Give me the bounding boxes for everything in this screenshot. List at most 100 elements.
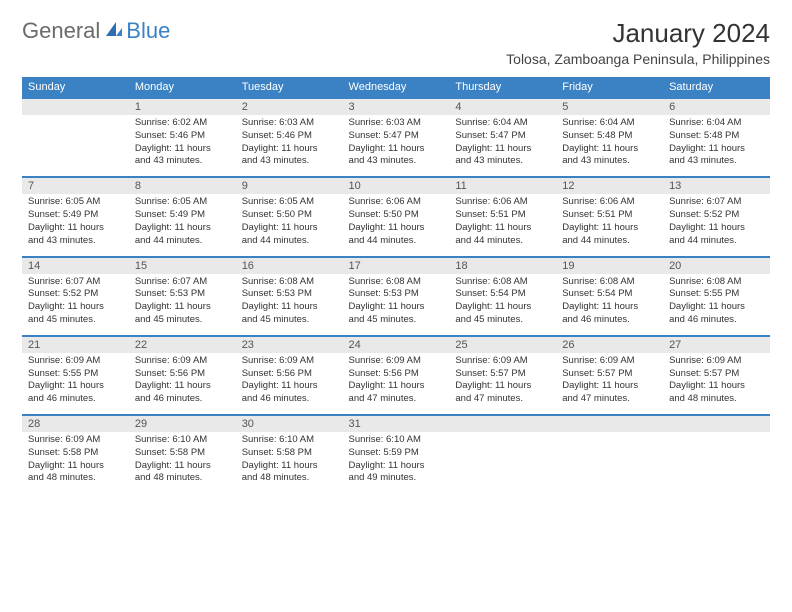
day-detail: Sunrise: 6:09 AMSunset: 5:56 PMDaylight:… — [129, 353, 236, 415]
detail-line: and 43 minutes. — [669, 155, 764, 168]
day-detail: Sunrise: 6:04 AMSunset: 5:47 PMDaylight:… — [449, 115, 556, 177]
detail-line: Sunrise: 6:09 AM — [455, 355, 550, 368]
detail-line: Sunrise: 6:10 AM — [135, 434, 230, 447]
day-number: 25 — [449, 336, 556, 353]
day-header: Friday — [556, 77, 663, 98]
detail-line: Daylight: 11 hours — [562, 380, 657, 393]
detail-line: Sunset: 5:56 PM — [242, 368, 337, 381]
detail-line: Sunset: 5:51 PM — [562, 209, 657, 222]
day-detail: Sunrise: 6:09 AMSunset: 5:55 PMDaylight:… — [22, 353, 129, 415]
day-number: 17 — [343, 257, 450, 274]
detail-line: Sunset: 5:53 PM — [349, 288, 444, 301]
day-header: Sunday — [22, 77, 129, 98]
detail-line: Daylight: 11 hours — [242, 301, 337, 314]
day-header: Monday — [129, 77, 236, 98]
detail-line: Daylight: 11 hours — [562, 143, 657, 156]
day-number — [663, 415, 770, 432]
detail-line: Sunrise: 6:08 AM — [455, 276, 550, 289]
detail-line: Daylight: 11 hours — [669, 143, 764, 156]
day-number: 29 — [129, 415, 236, 432]
detail-line: Sunrise: 6:08 AM — [349, 276, 444, 289]
day-detail: Sunrise: 6:05 AMSunset: 5:50 PMDaylight:… — [236, 194, 343, 256]
day-number: 1 — [129, 98, 236, 115]
detail-line: and 43 minutes. — [455, 155, 550, 168]
detail-line: Daylight: 11 hours — [349, 222, 444, 235]
detail-line: and 49 minutes. — [349, 472, 444, 485]
day-detail: Sunrise: 6:09 AMSunset: 5:57 PMDaylight:… — [556, 353, 663, 415]
detail-line: Sunrise: 6:07 AM — [28, 276, 123, 289]
day-number: 30 — [236, 415, 343, 432]
day-detail: Sunrise: 6:08 AMSunset: 5:53 PMDaylight:… — [236, 274, 343, 336]
detail-line: Sunrise: 6:07 AM — [669, 196, 764, 209]
detail-line: and 48 minutes. — [669, 393, 764, 406]
detail-line: Sunrise: 6:03 AM — [349, 117, 444, 130]
day-number: 9 — [236, 177, 343, 194]
week-detail-row: Sunrise: 6:09 AMSunset: 5:58 PMDaylight:… — [22, 432, 770, 493]
detail-line: and 44 minutes. — [242, 235, 337, 248]
detail-line: Daylight: 11 hours — [455, 301, 550, 314]
day-number: 14 — [22, 257, 129, 274]
detail-line: Sunrise: 6:04 AM — [669, 117, 764, 130]
detail-line: Sunset: 5:50 PM — [242, 209, 337, 222]
logo: General Blue — [22, 18, 170, 44]
detail-line: and 46 minutes. — [562, 314, 657, 327]
day-number: 13 — [663, 177, 770, 194]
detail-line: Sunset: 5:50 PM — [349, 209, 444, 222]
detail-line: Daylight: 11 hours — [562, 222, 657, 235]
day-number: 5 — [556, 98, 663, 115]
day-detail: Sunrise: 6:09 AMSunset: 5:57 PMDaylight:… — [663, 353, 770, 415]
day-detail: Sunrise: 6:03 AMSunset: 5:47 PMDaylight:… — [343, 115, 450, 177]
day-number: 2 — [236, 98, 343, 115]
detail-line: Sunrise: 6:09 AM — [28, 355, 123, 368]
detail-line: Sunrise: 6:08 AM — [242, 276, 337, 289]
day-header: Thursday — [449, 77, 556, 98]
detail-line: Daylight: 11 hours — [28, 222, 123, 235]
detail-line: Sunrise: 6:05 AM — [28, 196, 123, 209]
detail-line: Sunset: 5:49 PM — [28, 209, 123, 222]
detail-line: Sunset: 5:52 PM — [28, 288, 123, 301]
detail-line: and 46 minutes. — [135, 393, 230, 406]
detail-line: Sunrise: 6:06 AM — [455, 196, 550, 209]
week-num-row: 28293031 — [22, 415, 770, 432]
day-detail: Sunrise: 6:02 AMSunset: 5:46 PMDaylight:… — [129, 115, 236, 177]
detail-line: Sunrise: 6:05 AM — [135, 196, 230, 209]
day-number: 21 — [22, 336, 129, 353]
detail-line: Sunset: 5:58 PM — [28, 447, 123, 460]
detail-line: Sunset: 5:47 PM — [455, 130, 550, 143]
day-header: Saturday — [663, 77, 770, 98]
detail-line: Sunset: 5:57 PM — [562, 368, 657, 381]
detail-line: Sunset: 5:55 PM — [28, 368, 123, 381]
detail-line: Sunrise: 6:06 AM — [562, 196, 657, 209]
day-number: 27 — [663, 336, 770, 353]
day-detail: Sunrise: 6:03 AMSunset: 5:46 PMDaylight:… — [236, 115, 343, 177]
detail-line: Daylight: 11 hours — [135, 380, 230, 393]
detail-line: and 46 minutes. — [242, 393, 337, 406]
detail-line: and 44 minutes. — [349, 235, 444, 248]
detail-line: Daylight: 11 hours — [135, 460, 230, 473]
day-detail: Sunrise: 6:08 AMSunset: 5:55 PMDaylight:… — [663, 274, 770, 336]
day-number: 28 — [22, 415, 129, 432]
detail-line: Sunrise: 6:10 AM — [242, 434, 337, 447]
detail-line: Daylight: 11 hours — [28, 380, 123, 393]
detail-line: Daylight: 11 hours — [562, 301, 657, 314]
day-detail — [556, 432, 663, 493]
day-detail: Sunrise: 6:10 AMSunset: 5:58 PMDaylight:… — [129, 432, 236, 493]
day-detail: Sunrise: 6:05 AMSunset: 5:49 PMDaylight:… — [129, 194, 236, 256]
detail-line: Daylight: 11 hours — [28, 301, 123, 314]
day-number: 31 — [343, 415, 450, 432]
detail-line: and 43 minutes. — [28, 235, 123, 248]
detail-line: Sunrise: 6:09 AM — [349, 355, 444, 368]
day-number: 11 — [449, 177, 556, 194]
day-number: 4 — [449, 98, 556, 115]
detail-line: Sunrise: 6:08 AM — [669, 276, 764, 289]
detail-line: Sunset: 5:57 PM — [669, 368, 764, 381]
detail-line: Sunset: 5:58 PM — [242, 447, 337, 460]
title-block: January 2024 Tolosa, Zamboanga Peninsula… — [506, 18, 770, 67]
detail-line: Sunrise: 6:09 AM — [135, 355, 230, 368]
day-number: 12 — [556, 177, 663, 194]
detail-line: Daylight: 11 hours — [669, 380, 764, 393]
detail-line: and 45 minutes. — [28, 314, 123, 327]
detail-line: and 45 minutes. — [135, 314, 230, 327]
detail-line: Sunset: 5:53 PM — [135, 288, 230, 301]
detail-line: Daylight: 11 hours — [135, 143, 230, 156]
